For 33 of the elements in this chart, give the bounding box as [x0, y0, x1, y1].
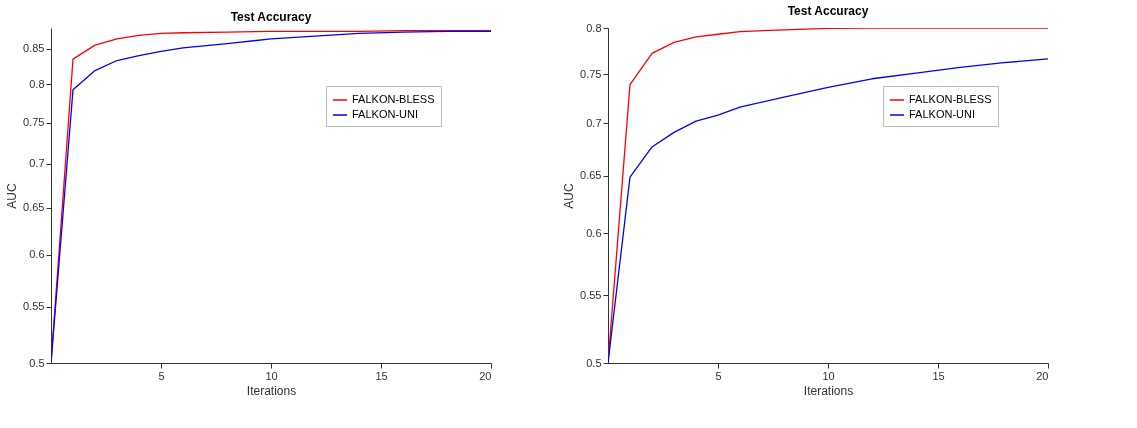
- y-tick-label: 0.55: [23, 300, 45, 313]
- y-tick-label: 0.6: [586, 226, 602, 239]
- x-tick-label: 20: [479, 369, 492, 382]
- y-tick-label: 0.5: [586, 356, 602, 369]
- chart-title: Test Accuracy: [787, 4, 869, 18]
- chart-title: Test Accuracy: [230, 10, 312, 24]
- x-tick-label: 10: [822, 369, 835, 382]
- x-tick-label: 15: [932, 369, 945, 382]
- x-tick-label: 10: [265, 369, 278, 382]
- y-tick-label: 0.5: [29, 356, 45, 369]
- x-tick-label: 5: [715, 369, 722, 382]
- y-tick-label: 0.6: [29, 248, 45, 261]
- legend-label: FALKON-UNI: [352, 108, 419, 120]
- x-tick-label: 20: [1036, 369, 1049, 382]
- y-tick-label: 0.8: [586, 21, 602, 34]
- y-tick-label: 0.8: [29, 77, 45, 90]
- y-tick-label: 0.75: [23, 116, 45, 129]
- y-tick-label: 0.65: [23, 201, 45, 214]
- x-axis-title: Iterations: [803, 383, 854, 398]
- y-tick-label: 0.65: [580, 169, 602, 182]
- y-axis-title: AUC: [5, 183, 20, 209]
- x-tick-label: 15: [375, 369, 388, 382]
- legend-label: FALKON-BLESS: [909, 93, 992, 105]
- x-axis-title: Iterations: [246, 383, 297, 398]
- y-tick-label: 0.85: [23, 42, 45, 55]
- y-tick-label: 0.7: [586, 116, 602, 129]
- y-tick-label: 0.55: [580, 288, 602, 301]
- y-tick-label: 0.7: [29, 157, 45, 170]
- legend-label: FALKON-BLESS: [352, 93, 435, 105]
- legend-label: FALKON-UNI: [909, 108, 976, 120]
- x-tick-label: 5: [158, 369, 165, 382]
- y-axis-title: AUC: [562, 183, 577, 209]
- y-tick-label: 0.75: [580, 67, 602, 80]
